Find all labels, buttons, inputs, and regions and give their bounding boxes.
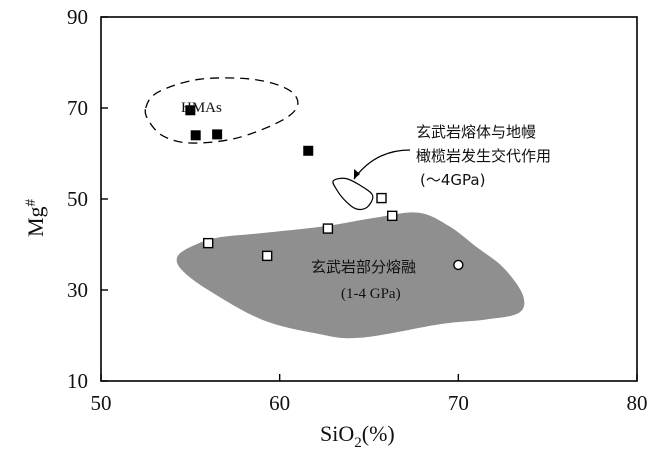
y-axis-title-sup: # xyxy=(23,198,39,206)
reaction-label-line3: (～4GPa) xyxy=(420,171,485,189)
regions-layer xyxy=(144,77,525,339)
x-tick-label: 50 xyxy=(91,391,112,415)
data-point-open-circle xyxy=(453,259,464,271)
data-point-open-square xyxy=(261,250,273,262)
data-point-filled-square xyxy=(185,105,196,116)
reaction-region-outline xyxy=(332,177,374,211)
y-tick-label: 30 xyxy=(67,278,88,302)
melting-label-line1: 玄武岩部分熔融 xyxy=(311,258,416,276)
partial-melting-region xyxy=(176,212,525,339)
melting-label-line2: (1-4 GPa) xyxy=(341,286,401,302)
hmas-region-outline xyxy=(144,77,299,144)
data-point-filled-square xyxy=(190,130,201,141)
y-tick-label: 50 xyxy=(67,187,88,211)
reaction-label-line2: 橄榄岩发生交代作用 xyxy=(416,147,551,165)
y-axis-title-main: Mg xyxy=(23,206,48,237)
x-axis-title-sub: 2 xyxy=(354,435,362,451)
data-point-open-square xyxy=(387,210,398,222)
hmas-label: HMAs xyxy=(181,100,222,116)
x-axis-title-unit: (%) xyxy=(362,421,395,446)
marks-layer xyxy=(185,105,464,271)
reaction-arrow xyxy=(353,149,411,180)
x-tick-label: 60 xyxy=(269,391,290,415)
y-tick-label: 70 xyxy=(67,96,88,120)
x-axis-title-main: SiO xyxy=(320,421,354,446)
x-axis-title: SiO2(%) xyxy=(320,421,395,451)
y-axis-title: Mg# xyxy=(23,198,48,237)
reaction-label-line1: 玄武岩熔体与地幔 xyxy=(416,123,536,141)
reaction-arrowhead xyxy=(354,169,360,179)
data-point-filled-square xyxy=(212,129,223,140)
data-point-open-square xyxy=(376,192,387,204)
y-tick-label: 90 xyxy=(67,5,88,29)
ticks-layer: 50 60 70 80 10 30 50 70 90 xyxy=(67,5,648,415)
x-tick-label: 70 xyxy=(448,391,469,415)
data-point-filled-square xyxy=(303,145,314,156)
data-point-open-square xyxy=(202,237,214,249)
y-tick-label: 10 xyxy=(67,369,88,393)
x-tick-label: 80 xyxy=(627,391,648,415)
data-point-open-square xyxy=(322,223,334,234)
